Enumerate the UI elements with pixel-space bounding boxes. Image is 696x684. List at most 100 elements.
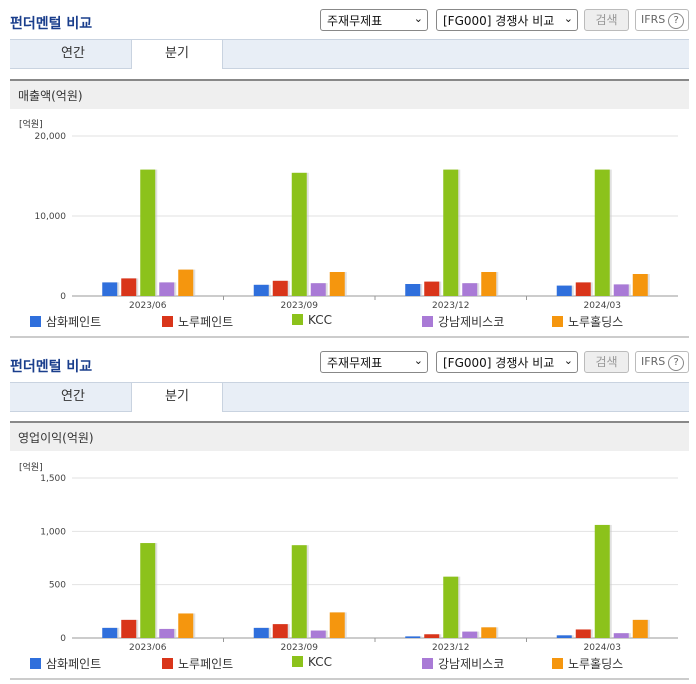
bar[interactable] [253,627,269,638]
bar[interactable] [272,280,288,296]
competitor-select[interactable]: [FG000] 경쟁사 비교 ⌄ [436,9,578,31]
bar[interactable] [178,269,194,296]
y-tick-label: 1,500 [40,474,66,484]
bar[interactable] [632,619,648,638]
y-tick-label: 20,000 [35,132,67,142]
x-tick-label: 2023/09 [281,643,319,650]
legend-item[interactable]: KCC [292,313,332,327]
legend-swatch [162,316,173,327]
bar[interactable] [556,285,572,296]
legend-label: 노루홀딩스 [568,657,624,671]
x-tick-label: 2023/12 [432,301,469,310]
legend-label: 노루페인트 [178,315,234,329]
y-tick-label: 0 [60,292,66,302]
bar[interactable] [159,282,175,296]
legend-label: 강남제비스코 [438,315,505,329]
tab-quarterly[interactable]: 분기 [131,40,223,69]
bar[interactable] [613,633,629,638]
bar[interactable] [594,524,610,638]
legend-item[interactable]: 노루홀딩스 [552,655,623,672]
bar[interactable] [140,543,156,638]
competitor-select[interactable]: [FG000] 경쟁사 비교 ⌄ [436,351,578,373]
operating-profit-bar-chart: 1,500 1,000 500 0 2023/06 2023/09 2023/12 2024/… [40,474,678,650]
bar[interactable] [102,627,118,638]
legend-label: 강남제비스코 [438,657,505,671]
bar[interactable] [178,613,194,638]
bar[interactable] [632,274,648,296]
bar[interactable] [329,272,345,296]
x-tick-label: 2023/12 [432,643,469,650]
bar[interactable] [121,278,137,296]
panel-title: 펀더멘털 비교 [10,16,93,32]
ifrs-button[interactable]: IFRS? [635,351,689,373]
legend-swatch [30,316,41,327]
search-button[interactable]: 검색 [584,351,629,373]
bar[interactable] [140,169,156,296]
legend-item[interactable]: 노루페인트 [162,313,233,330]
bar[interactable] [575,282,591,296]
bar[interactable] [102,282,118,296]
bar[interactable] [310,283,326,296]
legend-item[interactable]: 삼화페인트 [30,655,101,672]
chevron-down-icon: ⌄ [563,12,573,25]
x-tick-label: 2024/03 [584,643,621,650]
tab-annual[interactable]: 연간 [61,389,85,404]
section-title: 매출액(억원) [10,79,689,109]
x-tick-label: 2023/06 [129,301,167,310]
bar[interactable] [481,627,497,638]
fundamental-panel-1: 펀더멘털 비교 주재무제표 ⌄ [FG000] 경쟁사 비교 ⌄ 검색 IFRS? … [0,0,696,340]
bar[interactable] [405,284,421,296]
bar[interactable] [443,169,459,296]
bar[interactable] [443,576,459,638]
legend-swatch [552,658,563,669]
tab-quarterly[interactable]: 분기 [131,383,223,412]
bar[interactable] [310,630,326,638]
bar[interactable] [556,635,572,638]
divider [10,336,689,338]
bar[interactable] [405,636,421,638]
help-icon[interactable]: ? [668,355,685,371]
legend-swatch [292,314,303,325]
bar[interactable] [462,631,478,638]
bar[interactable] [594,169,610,296]
legend-label: KCC [308,655,332,669]
bar[interactable] [481,272,497,296]
legend-item[interactable]: 강남제비스코 [422,313,504,330]
legend-item[interactable]: 노루홀딩스 [552,313,623,330]
bar[interactable] [424,281,440,296]
financial-statement-select[interactable]: 주재무제표 ⌄ [320,351,428,373]
bar[interactable] [575,629,591,638]
y-tick-label: 0 [60,634,66,644]
legend-swatch [162,658,173,669]
bar[interactable] [272,624,288,638]
period-tabs: 연간 분기 [10,39,689,69]
legend-item[interactable]: KCC [292,655,332,669]
bar[interactable] [291,172,307,296]
legend-item[interactable]: 노루페인트 [162,655,233,672]
legend-item[interactable]: 강남제비스코 [422,655,504,672]
bar[interactable] [291,545,307,638]
ifrs-button[interactable]: IFRS? [635,9,689,31]
fundamental-panel-2: 펀더멘털 비교 주재무제표 ⌄ [FG000] 경쟁사 비교 ⌄ 검색 IFRS? … [0,342,696,684]
bar[interactable] [613,284,629,296]
section-title: 영업이익(억원) [10,421,689,451]
bar[interactable] [159,628,175,638]
bar[interactable] [462,283,478,296]
bar[interactable] [329,612,345,638]
financial-statement-select[interactable]: 주재무제표 ⌄ [320,9,428,31]
bar[interactable] [253,284,269,296]
legend-label: 삼화페인트 [46,657,102,671]
bar[interactable] [121,619,137,638]
search-button[interactable]: 검색 [584,9,629,31]
unit-label: [억원] [19,120,43,130]
y-tick-label: 10,000 [35,212,67,222]
chevron-down-icon: ⌄ [413,12,423,25]
legend-swatch [552,316,563,327]
revenue-bar-chart: 20,000 10,000 0 2023/06 2023/09 2023/12 2024/0… [35,132,678,310]
tab-annual[interactable]: 연간 [61,46,85,61]
x-tick-label: 2023/06 [129,643,167,650]
legend-item[interactable]: 삼화페인트 [30,313,101,330]
help-icon[interactable]: ? [668,13,685,29]
x-tick-label: 2024/03 [584,301,621,310]
bar[interactable] [424,634,440,638]
